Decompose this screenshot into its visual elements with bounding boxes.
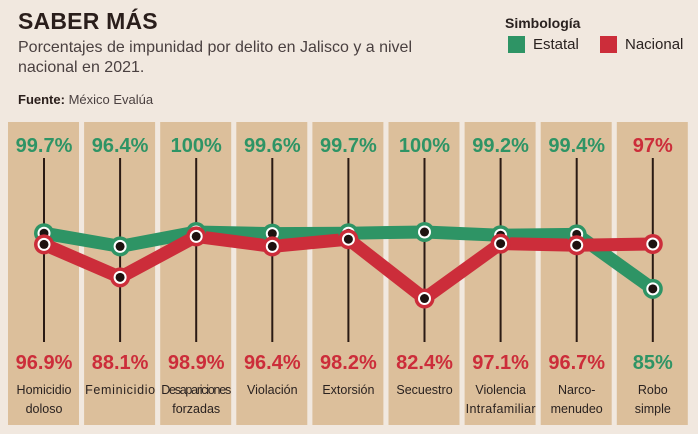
data-point-nacional: [110, 267, 131, 288]
bottom-value-label: 82.4%: [396, 352, 453, 374]
top-value-label: 99.7%: [320, 135, 377, 157]
source-label: Fuente:: [18, 92, 65, 107]
point-dot: [267, 229, 277, 239]
point-dot: [420, 227, 429, 237]
data-point-nacional: [642, 234, 663, 254]
top-value-label: 99.4%: [548, 135, 605, 157]
legend-item-estatal: Estatal: [508, 36, 579, 53]
data-point-estatal: [110, 236, 131, 257]
source-line: Fuente: México Evalúa: [18, 92, 153, 107]
category-columns: [8, 122, 688, 425]
point-dot: [115, 241, 125, 251]
top-value-label: 99.2%: [472, 135, 529, 157]
point-dot: [496, 239, 506, 249]
data-point-nacional: [566, 235, 587, 256]
category-label: Homicidio: [17, 383, 72, 397]
category-label: Robo: [638, 383, 668, 397]
point-dot: [191, 231, 201, 241]
top-value-label: 100%: [171, 135, 222, 157]
top-value-label: 100%: [399, 135, 450, 157]
top-value-label: 99.7%: [16, 135, 73, 157]
point-dot: [267, 241, 277, 251]
category-label: Secuestro: [396, 383, 452, 397]
series-points: [34, 222, 663, 309]
value-labels: 99.7% 96.9% Homicidio doloso 96.4% 88.1% Femin…: [16, 135, 673, 416]
category-label: doloso: [26, 402, 63, 416]
point-dot: [572, 240, 582, 250]
data-point-nacional: [490, 233, 511, 254]
category-label: simple: [635, 402, 671, 416]
legend-swatch-nacional: [600, 36, 617, 53]
data-point-estatal: [642, 278, 663, 299]
category-label: Violencia: [475, 383, 526, 397]
bottom-value-label: 88.1%: [92, 352, 149, 374]
category-label: Extorsión: [322, 383, 374, 397]
data-point-nacional: [34, 234, 54, 255]
legend-label-estatal: Estatal: [533, 36, 579, 53]
top-value-label: 97%: [633, 135, 673, 157]
category-label: Feminicidio: [85, 383, 155, 397]
bottom-value-label: 98.9%: [168, 352, 225, 374]
data-point-estatal: [414, 222, 435, 242]
category-label: Intrafamiliar: [466, 402, 536, 416]
point-dot: [39, 239, 49, 249]
legend-item-nacional: Nacional: [600, 36, 683, 53]
data-point-nacional: [338, 229, 359, 250]
point-dot: [648, 284, 658, 294]
source-value: México Evalúa: [68, 92, 154, 107]
category-label: menudeo: [551, 402, 603, 416]
chart-title: SABER MÁS: [18, 8, 158, 34]
data-point-nacional: [186, 226, 207, 247]
bottom-value-label: 98.2%: [320, 352, 377, 374]
point-dot: [343, 234, 353, 244]
point-dot: [115, 272, 125, 282]
data-point-nacional: [262, 236, 283, 257]
category-label: Narco-: [558, 383, 596, 397]
top-value-label: 96.4%: [92, 135, 149, 157]
bottom-value-label: 97.1%: [472, 352, 529, 374]
point-dot: [648, 239, 658, 249]
top-value-label: 99.6%: [244, 135, 301, 157]
legend-title: Simbología: [505, 15, 581, 31]
data-point-nacional: [414, 288, 435, 309]
bottom-value-label: 96.9%: [16, 352, 73, 374]
category-label: Violación: [247, 383, 298, 397]
legend-swatch-estatal: [508, 36, 525, 53]
legend-label-nacional: Nacional: [625, 36, 684, 53]
chart-subtitle: Porcentajes de impunidad por delito en J…: [18, 39, 413, 76]
point-dot: [420, 294, 429, 304]
bottom-value-label: 85%: [633, 352, 673, 374]
bottom-value-label: 96.4%: [244, 352, 301, 374]
category-label: Desapariciones: [161, 383, 231, 397]
category-label: forzadas: [172, 402, 220, 416]
bottom-value-label: 96.7%: [548, 352, 605, 374]
